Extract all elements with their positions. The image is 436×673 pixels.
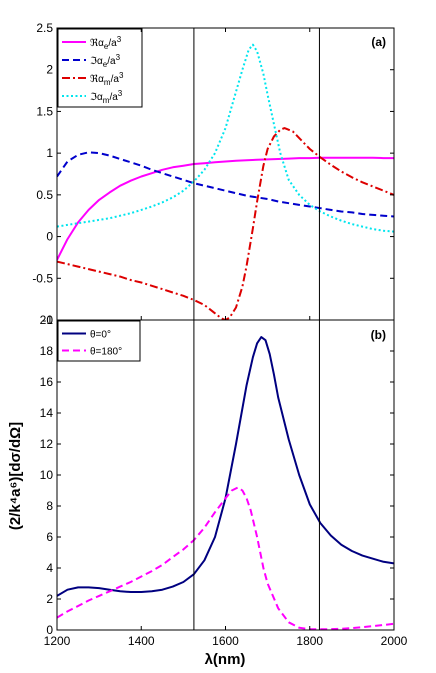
panel-b-y-ticks: 0 2 4 6 8 10 12 14 16 18 20 [40,313,394,637]
x-axis-label: λ(nm) [205,651,246,668]
panel-b-label: (b) [371,328,386,342]
panel-b-legend: θ=0° θ=180° [57,320,141,362]
x-tick-label: 1400 [128,634,155,648]
panel-b-x-ticks: 1200 1400 1600 1800 2000 [44,28,408,648]
y-tick-label: 2 [46,592,53,606]
y-tick-label: 16 [40,375,54,389]
y-tick-label: 0 [46,623,53,637]
y-tick-label: 8 [46,499,53,513]
panel-b-frame [56,319,395,631]
y-tick-label: -0.5 [32,271,53,285]
x-tick-label: 1800 [296,634,323,648]
panel-b-vertical-lines [193,320,320,630]
y-tick-label: 12 [40,437,54,451]
legend-label: ℑαm/a3 [90,89,123,105]
panel-b-series-layer [57,336,394,630]
panel-a-series-line-2 [57,151,394,218]
x-tick-label: 1600 [212,634,239,648]
y-tick-label: 10 [40,468,54,482]
panel-a-series-line-3 [57,127,394,320]
y-axis-label: (2/k⁴a⁶)[dσ/dΩ] [7,422,24,530]
legend-label: ℑαe/a3 [90,53,121,69]
panel-b-series-line-2 [57,486,394,630]
panel-a-series-line-4 [57,43,394,233]
panel-a-series-layer [57,43,394,320]
panel-b-series-line-1 [57,336,394,597]
legend-box [57,320,141,362]
legend-label: θ=180° [90,347,122,358]
panel-a-series-line-1 [57,156,394,261]
x-tick-label: 1200 [44,634,71,648]
y-tick-label: -1 [42,313,53,327]
y-tick-label: 1.5 [36,104,53,118]
y-tick-label: 6 [46,530,53,544]
legend-label: ℜαm/a3 [90,71,124,87]
panel-a-legend: ℜαe/a3 ℑαe/a3 ℜαm/a3 ℑαm/a3 [57,28,143,108]
y-tick-label: 0.5 [36,188,53,202]
x-tick-label: 2000 [381,634,408,648]
y-tick-label: 14 [40,406,54,420]
y-tick-label: 1 [46,146,53,160]
y-tick-label: 4 [46,561,53,575]
y-tick-label: 20 [40,313,54,327]
y-tick-label: 0 [46,230,53,244]
y-tick-label: 18 [40,344,54,358]
y-tick-label: 2 [46,63,53,77]
legend-label: θ=0° [90,330,111,341]
y-tick-label: 2.5 [36,21,53,35]
panel-a: -1 -0.5 0 0.5 1 1.5 2 2.5 (a) ℜαe/a3 ℑαe/a3 ℜαm/a… [32,21,395,327]
panel-a-vertical-lines [193,28,320,320]
panel-a-label: (a) [371,35,386,49]
legend-label: ℜαe/a3 [90,35,122,51]
